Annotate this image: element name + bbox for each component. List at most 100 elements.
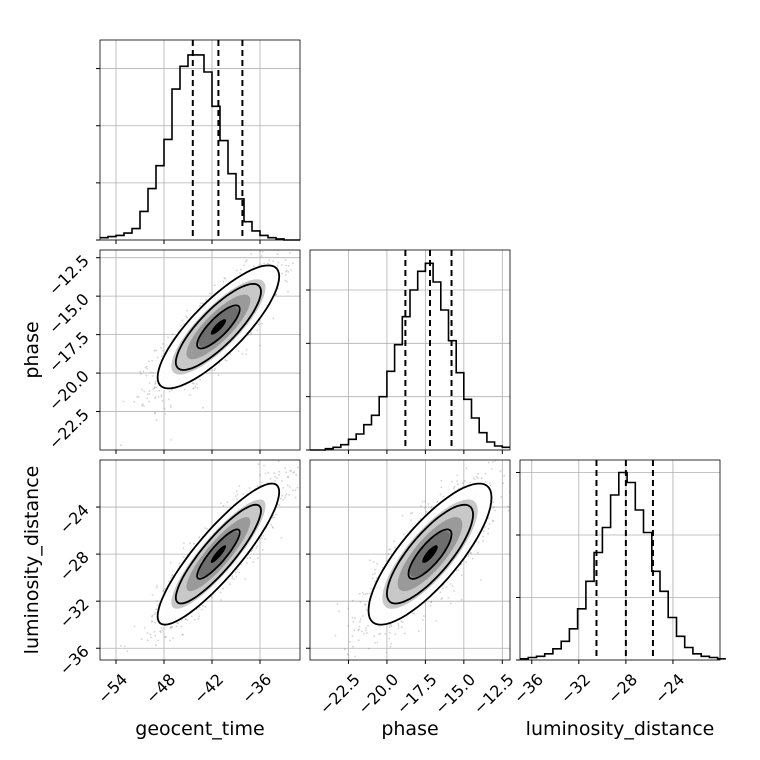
sample-point (235, 571, 237, 574)
sample-point (141, 388, 143, 391)
sample-point (305, 445, 307, 447)
sample-point (270, 523, 273, 526)
sample-point (154, 412, 156, 415)
panel-background (100, 40, 300, 240)
sample-point (261, 481, 263, 484)
sample-point (220, 502, 223, 504)
sample-point (292, 489, 294, 491)
sample-point (296, 486, 299, 489)
sample-point (214, 367, 217, 370)
sample-point (357, 629, 360, 632)
sample-point (275, 513, 277, 516)
sample-point (411, 612, 414, 615)
sample-point (151, 615, 153, 618)
sample-point (224, 277, 227, 280)
sample-point (160, 631, 162, 634)
sample-point (286, 484, 289, 487)
sample-point (148, 393, 151, 395)
sample-point (143, 390, 146, 393)
sample-point (359, 601, 362, 603)
sample-point (158, 389, 161, 392)
sample-point (222, 281, 225, 283)
sample-point (285, 264, 288, 267)
sample-point (154, 382, 157, 384)
sample-point (424, 500, 427, 503)
sample-point (482, 535, 484, 538)
sample-point (384, 632, 387, 635)
sample-point (351, 616, 354, 619)
sample-point (170, 626, 173, 629)
sample-point (385, 651, 388, 654)
sample-point (154, 621, 156, 624)
sample-point (352, 645, 354, 648)
sample-point (171, 575, 174, 577)
sample-point (245, 259, 248, 262)
panel-frame (99, 249, 301, 451)
sample-point (162, 343, 165, 345)
sample-point (256, 557, 259, 560)
x-tick-label-luminosity_distance: −24 (651, 670, 688, 707)
sample-point (417, 630, 420, 633)
sample-point (176, 622, 178, 624)
sample-point (477, 477, 479, 480)
sample-point (281, 456, 283, 458)
sample-point (198, 615, 201, 618)
sample-point (193, 542, 195, 545)
sample-point (282, 487, 284, 489)
sample-point (204, 527, 206, 529)
sample-point (445, 586, 448, 588)
density-contour (156, 264, 281, 390)
sample-point (390, 642, 392, 645)
y-tick-label-phase: −12.5 (45, 251, 93, 299)
sample-point (182, 556, 185, 558)
sample-point (278, 473, 280, 476)
sample-point (182, 633, 184, 636)
sample-point (336, 603, 339, 605)
sample-point (358, 628, 360, 631)
sample-point (284, 495, 287, 497)
sample-point (282, 498, 285, 501)
sample-point (463, 479, 466, 482)
sample-point (491, 519, 494, 522)
sample-point (302, 457, 304, 459)
sample-point (318, 686, 320, 688)
sample-point (246, 562, 248, 564)
sample-point (153, 613, 156, 616)
sample-point (374, 642, 376, 644)
sample-point (235, 490, 238, 492)
sample-point (202, 604, 204, 607)
sample-point (246, 557, 249, 559)
sample-point (487, 517, 490, 520)
sample-point (401, 514, 404, 517)
sample-point (252, 561, 255, 563)
sample-point (480, 477, 483, 480)
sample-point (374, 568, 376, 571)
sample-point (171, 574, 174, 576)
sample-point (229, 583, 231, 585)
sample-point (122, 400, 125, 403)
sample-point (364, 593, 367, 595)
sample-point (260, 255, 263, 257)
sample-point (156, 584, 159, 587)
sample-point (326, 667, 328, 669)
sample-point (258, 344, 261, 347)
y-axis-label-phase: phase (21, 321, 43, 378)
x-axis-label-geocent_time: geocent_time (135, 718, 264, 740)
sample-point (362, 615, 364, 617)
sample-point (388, 548, 390, 551)
sample-point (261, 322, 263, 325)
panel-frame (309, 249, 511, 451)
sample-point (279, 497, 282, 500)
x-axis-label-phase: phase (381, 718, 438, 740)
sample-point (235, 576, 238, 578)
sample-point (235, 495, 237, 497)
sample-point (171, 626, 174, 628)
sample-point (469, 551, 472, 554)
sample-point (231, 577, 234, 580)
sample-point (153, 386, 156, 388)
sample-point (281, 264, 283, 266)
sample-point (175, 625, 178, 628)
sample-point (284, 467, 287, 469)
sample-point (272, 260, 274, 262)
histogram-geocent_time (96, 39, 301, 241)
